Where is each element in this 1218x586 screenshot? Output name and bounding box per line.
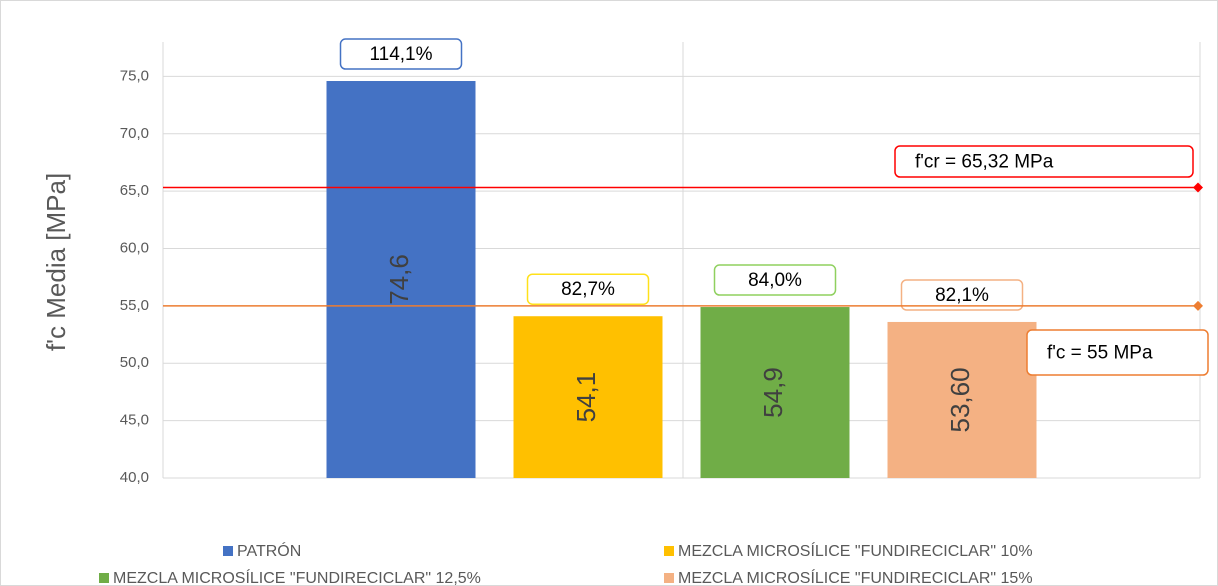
legend-swatch bbox=[223, 546, 233, 556]
legend-swatch bbox=[664, 573, 674, 583]
y-tick-label: 60,0 bbox=[120, 239, 149, 256]
reference-marker bbox=[1193, 182, 1203, 193]
annotation-box bbox=[526, 273, 650, 305]
legend-swatch bbox=[99, 573, 109, 583]
bar bbox=[513, 316, 663, 478]
y-tick-label: 40,0 bbox=[120, 469, 149, 486]
y-tick-label: 50,0 bbox=[120, 354, 149, 371]
annotation: 82,7% bbox=[561, 279, 615, 300]
bar bbox=[326, 81, 476, 478]
annotation: 84,0% bbox=[748, 270, 802, 291]
reference-label: f'cr = 65,32 MPa bbox=[915, 152, 1054, 173]
bar bbox=[887, 321, 1037, 478]
y-axis-label: f'c Media [MPa] bbox=[41, 173, 71, 351]
annotation-box bbox=[900, 279, 1024, 311]
reference-marker bbox=[1193, 300, 1203, 311]
y-tick-label: 75,0 bbox=[120, 67, 149, 84]
legend-label: MEZCLA MICROSÍLICE "FUNDIRECICLAR" 10% bbox=[678, 541, 1033, 560]
y-tick-label: 65,0 bbox=[120, 182, 149, 199]
reference-label-box bbox=[894, 145, 1194, 178]
value-label: 53,60 bbox=[945, 367, 975, 432]
y-tick-label: 70,0 bbox=[120, 125, 149, 142]
value-label: 54,9 bbox=[758, 367, 788, 418]
legend-label: MEZCLA MICROSÍLICE "FUNDIRECICLAR" 12,5% bbox=[113, 568, 481, 586]
reference-label-box bbox=[1026, 329, 1209, 376]
annotation-box bbox=[339, 38, 463, 70]
annotation-box bbox=[713, 264, 837, 296]
value-label: 74,6 bbox=[384, 254, 414, 305]
annotation: 82,1% bbox=[935, 285, 989, 306]
annotation: 114,1% bbox=[369, 44, 432, 65]
y-tick-label: 55,0 bbox=[120, 297, 149, 314]
legend-label: MEZCLA MICROSÍLICE "FUNDIRECICLAR" 15% bbox=[678, 568, 1033, 586]
bar bbox=[700, 307, 850, 478]
value-label: 54,1 bbox=[571, 372, 601, 423]
y-tick-label: 45,0 bbox=[120, 412, 149, 429]
legend-swatch bbox=[664, 546, 674, 556]
legend-label: PATRÓN bbox=[237, 541, 301, 560]
reference-label: f'c = 55 MPa bbox=[1047, 343, 1153, 364]
